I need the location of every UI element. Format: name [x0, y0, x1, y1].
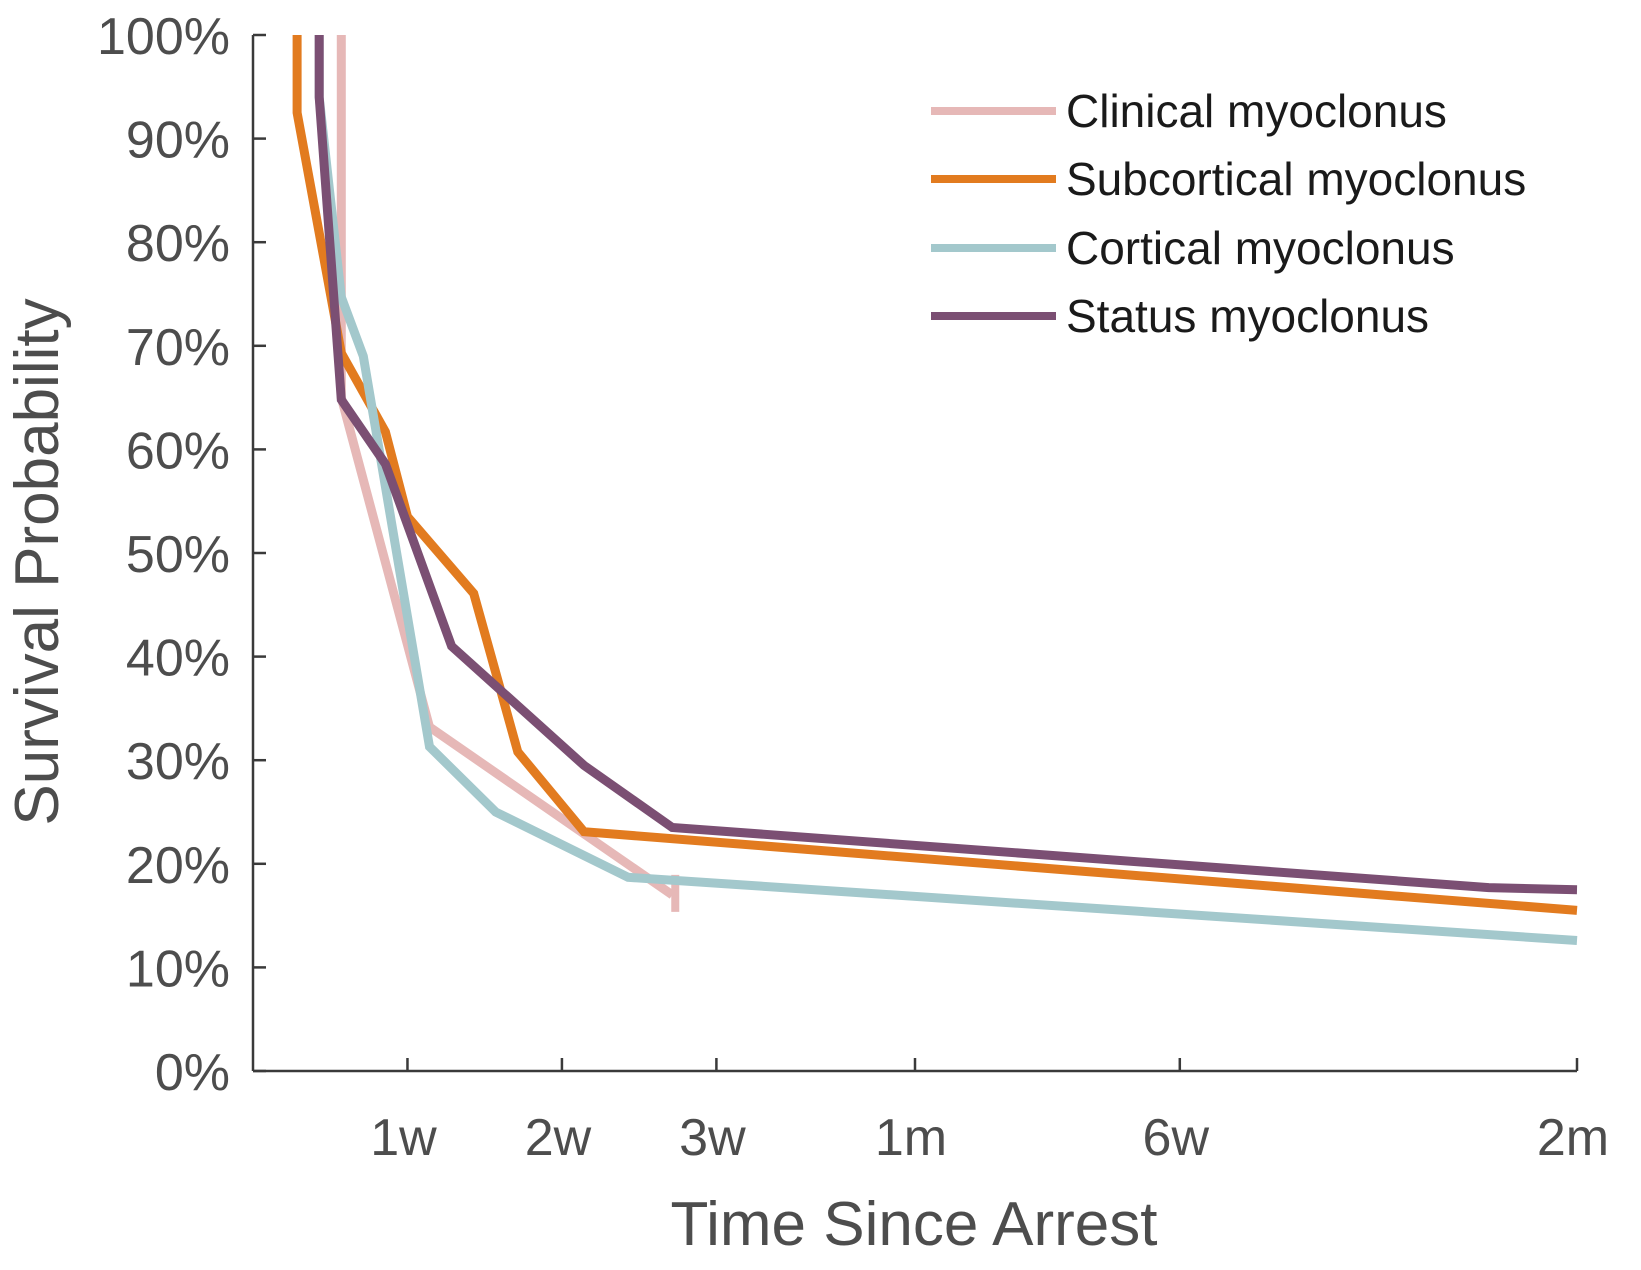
series-layer [292, 35, 1578, 945]
x-axis-title: Time Since Arrest [671, 1190, 1158, 1259]
series-line-status-myoclonus [314, 35, 1578, 895]
y-tick-label: 60% [126, 422, 230, 480]
y-ticks: 0% 10% 20% 30% 40% 50% 60% 70% 80% 90% 100% [97, 8, 266, 1102]
legend-item: Cortical myoclonus [931, 222, 1455, 274]
legend-label: Cortical myoclonus [1066, 222, 1455, 274]
axes: 0% 10% 20% 30% 40% 50% 60% 70% 80% 90% 100% 1w 2w 3w… [97, 8, 1609, 1167]
x-tick-label: 2w [525, 1109, 592, 1167]
y-tick-label: 20% [126, 837, 230, 895]
legend-label: Status myoclonus [1066, 290, 1429, 342]
y-tick-label: 70% [126, 319, 230, 377]
legend-label: Subcortical myoclonus [1066, 153, 1526, 205]
legend-item: Subcortical myoclonus [931, 153, 1526, 205]
x-tick-label: 2m [1537, 1109, 1609, 1167]
y-axis-title: Survival Probability [3, 298, 72, 825]
legend-item: Clinical myoclonus [931, 85, 1447, 137]
legend: Clinical myoclonus Subcortical myoclonus C… [931, 85, 1526, 342]
y-tick-label: 80% [126, 215, 230, 273]
x-tick-label: 3w [679, 1109, 746, 1167]
y-tick-label: 100% [97, 8, 230, 66]
x-ticks: 1w 2w 3w 1m 6w 2m [370, 1058, 1609, 1167]
legend-label: Clinical myoclonus [1066, 85, 1447, 137]
y-tick-label: 40% [126, 630, 230, 688]
y-tick-label: 0% [155, 1044, 230, 1102]
x-tick-label: 1m [875, 1109, 947, 1167]
y-tick-label: 90% [126, 112, 230, 170]
series-line-clinical-myoclonus [336, 35, 675, 899]
legend-item: Status myoclonus [931, 290, 1429, 342]
x-tick-label: 6w [1143, 1109, 1210, 1167]
x-tick-label: 1w [370, 1109, 437, 1167]
y-tick-label: 30% [126, 733, 230, 791]
y-tick-label: 50% [126, 526, 230, 584]
y-tick-label: 10% [126, 940, 230, 998]
